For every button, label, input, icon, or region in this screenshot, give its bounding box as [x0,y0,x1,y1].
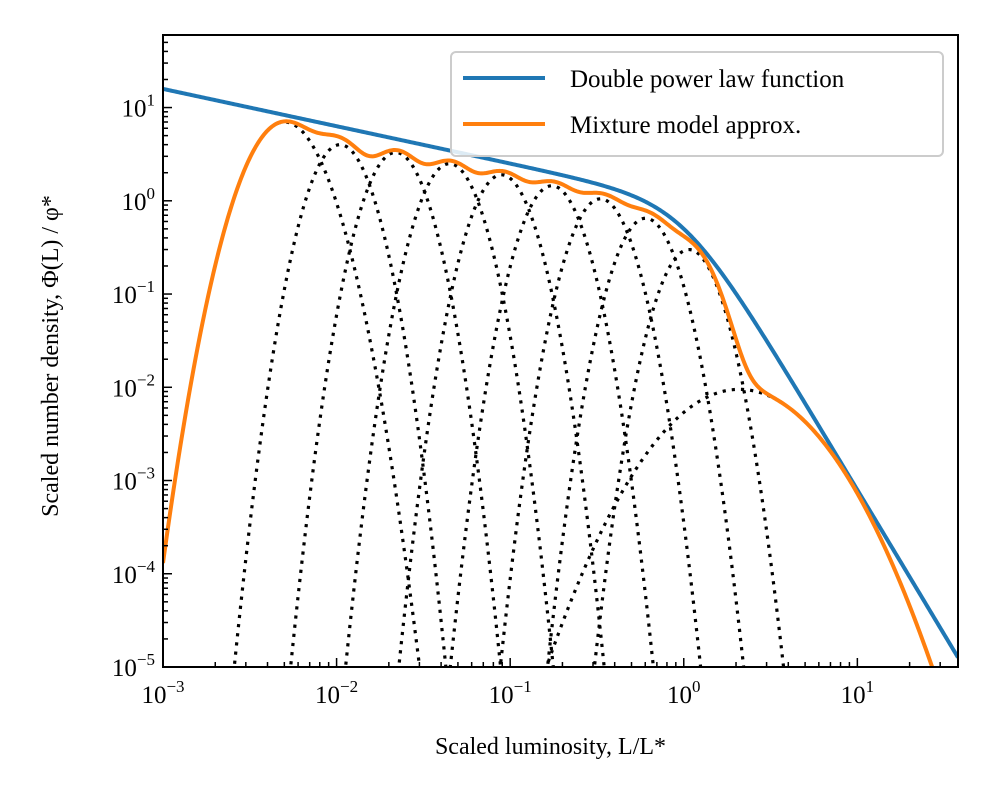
mixture-component-6 [448,184,656,667]
x-tick-exponent: 0 [692,677,701,696]
y-tick-base: 10 [112,469,137,496]
x-tick-exponent: −2 [340,677,358,696]
y-tick-base: 10 [112,655,137,682]
y-tick-exponent: 0 [147,184,156,203]
x-tick-label: 101 [841,677,875,709]
x-tick-label: 10−1 [489,677,532,709]
mixture-component-10 [544,387,934,667]
mixture-component-2 [232,143,448,667]
x-tick-label: 10−2 [315,677,358,709]
y-tick-label: 10−3 [112,464,155,496]
legend-box [450,51,944,157]
legend-label: Mixture model approx. [570,112,801,139]
x-tick-base: 10 [141,682,166,709]
y-tick-label: 10−5 [112,650,155,682]
y-tick-exponent: −4 [137,557,156,576]
y-tick-exponent: −5 [137,650,155,669]
y-tick-exponent: 1 [147,91,156,110]
y-tick-label: 10−4 [112,557,156,589]
y-tick-base: 10 [122,189,147,216]
legend-label: Double power law function [570,66,845,93]
y-tick-label: 101 [122,91,156,123]
y-axis-label: Scaled number density, Φ(L) / φ* [38,195,64,517]
y-tick-exponent: −1 [137,277,155,296]
y-tick-exponent: −3 [137,464,155,483]
mixture-component-7 [498,197,703,667]
x-tick-label: 10−3 [141,677,184,709]
double-power-law-line [163,86,958,659]
y-tick-label: 10−2 [112,370,155,402]
x-axis-label: Scaled luminosity, L/L* [435,734,666,760]
x-tick-base: 10 [667,682,692,709]
x-tick-label: 100 [667,677,701,709]
y-tick-exponent: −2 [137,370,155,389]
legend: Double power law function Mixture model a… [450,51,944,157]
mixture-component-3 [288,150,503,667]
y-tick-label: 10−1 [112,277,155,309]
y-tick-base: 10 [122,96,147,123]
x-tick-base: 10 [315,682,340,709]
y-tick-label: 100 [122,184,156,216]
x-tick-base: 10 [841,682,866,709]
mixture-component-4 [343,162,555,667]
y-tick-base: 10 [112,562,137,589]
x-tick-exponent: −1 [514,677,532,696]
x-tick-exponent: −3 [166,677,184,696]
mixture-model-line [163,119,935,667]
mixture-component-8 [545,216,746,667]
mixture-component-1 [163,120,422,667]
mixture-component-5 [397,173,606,667]
y-tick-base: 10 [112,375,137,402]
axes-frame [162,34,959,668]
x-tick-exponent: 1 [866,677,875,696]
plot-area [163,86,958,667]
x-tick-base: 10 [489,682,514,709]
y-tick-base: 10 [112,282,137,309]
